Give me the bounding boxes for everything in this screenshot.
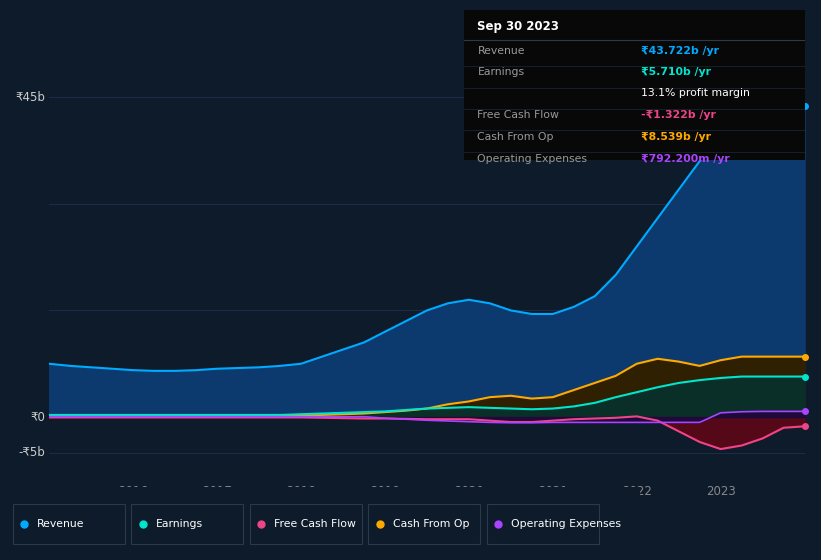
FancyBboxPatch shape xyxy=(131,504,243,544)
Text: 13.1% profit margin: 13.1% profit margin xyxy=(641,88,750,99)
Text: ₹792.200m /yr: ₹792.200m /yr xyxy=(641,153,730,164)
FancyBboxPatch shape xyxy=(368,504,480,544)
Text: 2022: 2022 xyxy=(621,484,652,498)
FancyBboxPatch shape xyxy=(13,504,125,544)
Text: Operating Expenses: Operating Expenses xyxy=(511,519,621,529)
Text: 2020: 2020 xyxy=(454,484,484,498)
Text: -₹5b: -₹5b xyxy=(19,446,45,459)
Text: Cash From Op: Cash From Op xyxy=(478,132,554,142)
Text: 2017: 2017 xyxy=(202,484,232,498)
Text: ₹8.539b /yr: ₹8.539b /yr xyxy=(641,132,711,142)
Text: Free Cash Flow: Free Cash Flow xyxy=(478,110,559,120)
Text: ₹0: ₹0 xyxy=(30,410,45,423)
FancyBboxPatch shape xyxy=(487,504,599,544)
Text: Earnings: Earnings xyxy=(478,67,525,77)
Text: Revenue: Revenue xyxy=(37,519,85,529)
Text: ₹45b: ₹45b xyxy=(16,91,45,104)
Text: 2016: 2016 xyxy=(118,484,148,498)
Text: 2023: 2023 xyxy=(706,484,736,498)
Text: -₹1.322b /yr: -₹1.322b /yr xyxy=(641,110,716,120)
Text: Operating Expenses: Operating Expenses xyxy=(478,153,588,164)
Text: 2018: 2018 xyxy=(287,484,316,498)
Text: Cash From Op: Cash From Op xyxy=(392,519,469,529)
Text: ₹43.722b /yr: ₹43.722b /yr xyxy=(641,45,719,55)
Text: 2019: 2019 xyxy=(370,484,400,498)
Text: 2021: 2021 xyxy=(538,484,568,498)
Text: Revenue: Revenue xyxy=(478,45,525,55)
Text: Earnings: Earnings xyxy=(156,519,203,529)
Text: Free Cash Flow: Free Cash Flow xyxy=(274,519,356,529)
FancyBboxPatch shape xyxy=(250,504,362,544)
Text: Sep 30 2023: Sep 30 2023 xyxy=(478,20,559,33)
Text: ₹5.710b /yr: ₹5.710b /yr xyxy=(641,67,711,77)
